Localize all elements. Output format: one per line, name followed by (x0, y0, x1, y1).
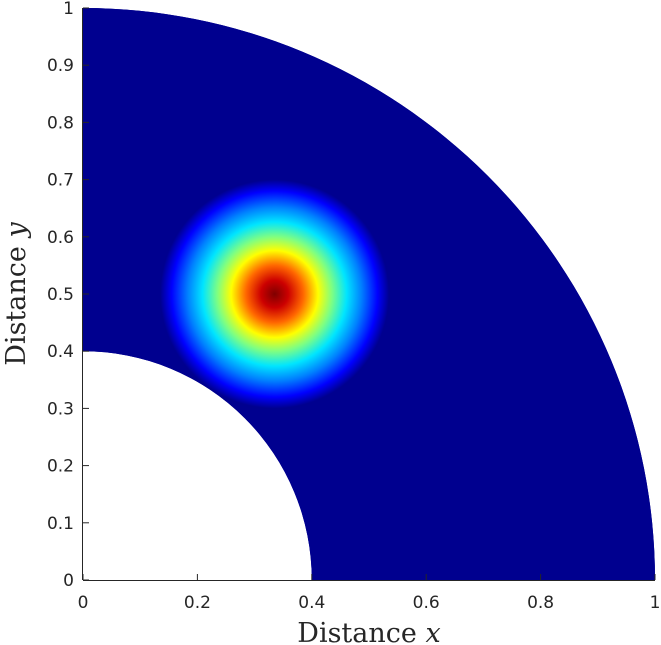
y-tick-label: 0 (63, 571, 74, 591)
y-tick-label: 0.1 (47, 514, 74, 534)
y-axis-ticks: 0 0.1 0.2 0.3 0.4 0.5 0.6 0.7 0.8 0.9 1 (47, 0, 89, 591)
y-tick-label: 0.4 (47, 342, 74, 362)
x-tick-label: 0.2 (184, 593, 211, 613)
peak-field (83, 8, 655, 580)
x-axis-ticks: 0 0.2 0.4 0.6 0.8 1 (78, 574, 661, 613)
y-tick-label: 0.6 (47, 228, 74, 248)
x-tick-label: 0 (78, 593, 89, 613)
axes (82, 8, 655, 581)
y-tick-label: 0.8 (47, 113, 74, 133)
y-tick-label: 0.7 (47, 171, 74, 191)
x-tick-label: 0.8 (527, 593, 554, 613)
y-tick-label: 0.2 (47, 457, 74, 477)
y-tick-label: 0.9 (47, 56, 74, 76)
x-tick-label: 0.4 (298, 593, 325, 613)
y-tick-label: 1 (63, 0, 74, 19)
plot-area (83, 8, 655, 580)
y-axis-title: Distance y (1, 222, 32, 366)
x-tick-label: 0.6 (413, 593, 440, 613)
x-axis-title: Distance x (297, 618, 440, 645)
x-tick-label: 1 (650, 593, 661, 613)
y-tick-label: 0.3 (47, 399, 74, 419)
y-tick-label: 0.5 (47, 285, 74, 305)
